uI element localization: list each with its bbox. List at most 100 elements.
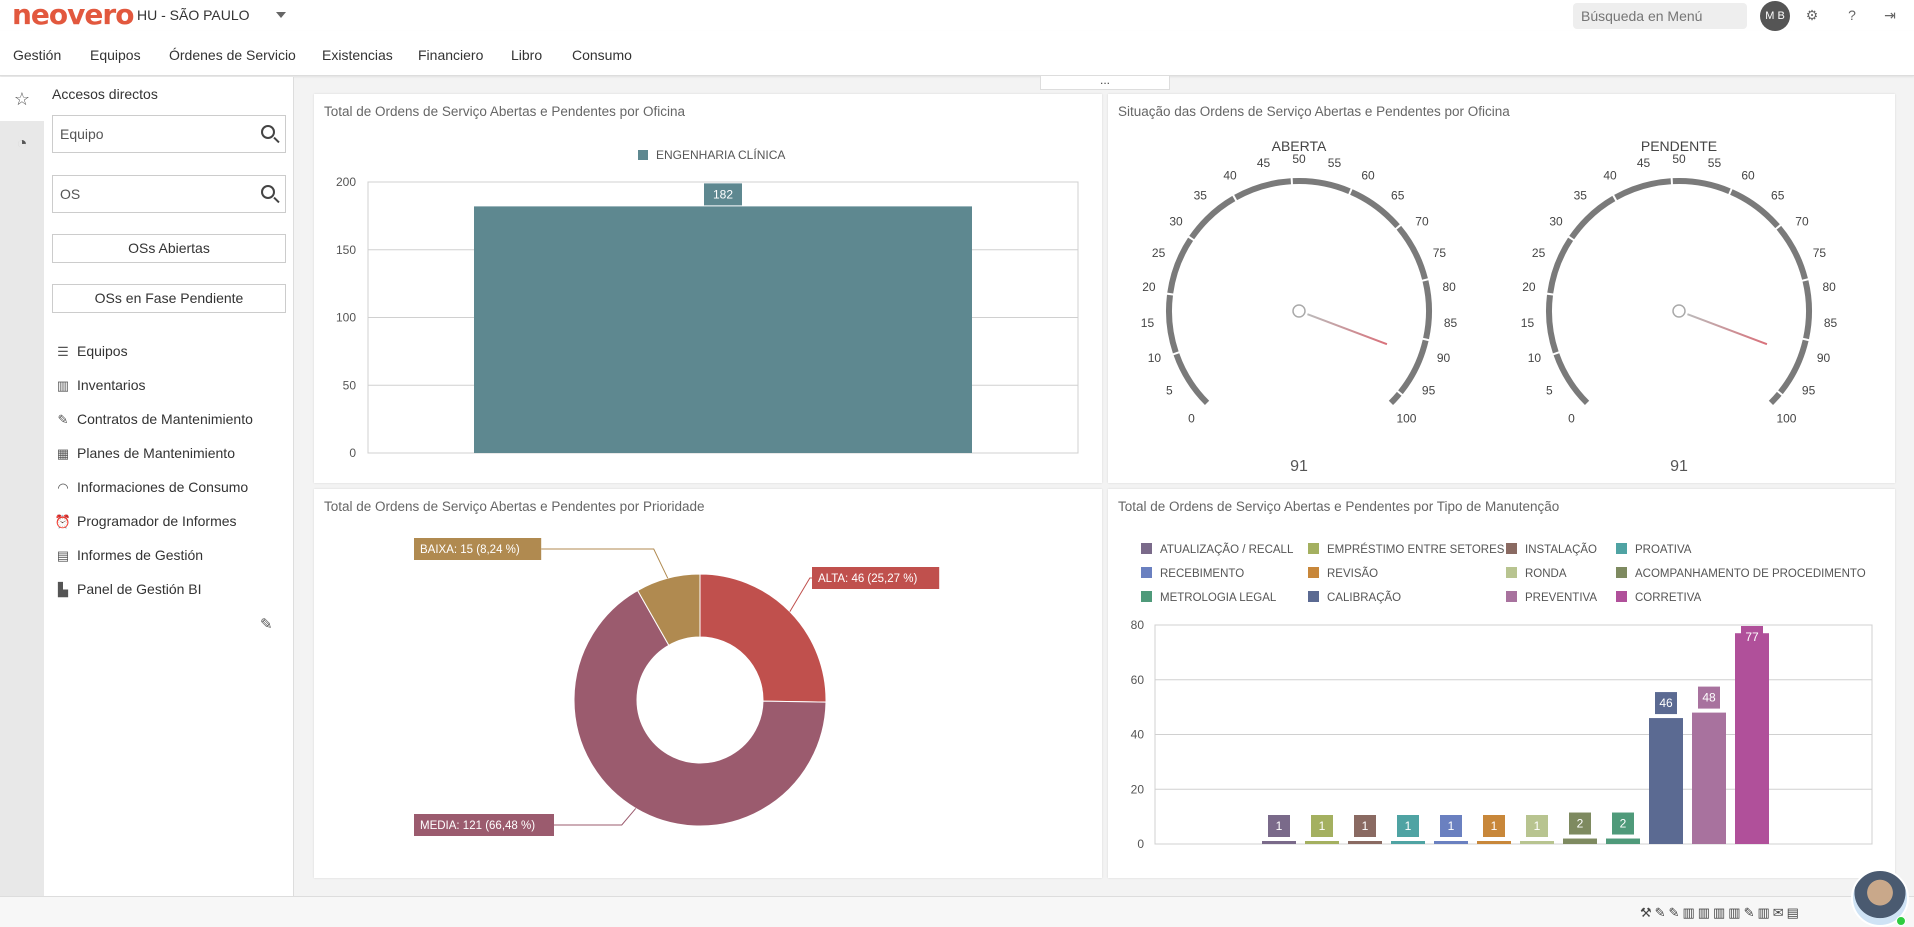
legend-label: RONDA — [1525, 568, 1567, 580]
data-label-box — [812, 567, 940, 589]
site-selector-label[interactable]: HU - SÃO PAULO — [137, 7, 250, 23]
open-orders-button[interactable]: OSs Abiertas — [52, 234, 286, 263]
calendar-icon: ▦ — [56, 446, 70, 461]
legend-label: RECEBIMENTO — [1160, 568, 1244, 580]
menu-search-input[interactable] — [1573, 3, 1747, 29]
legend-label: PROATIVA — [1635, 544, 1692, 556]
data-label-box — [1354, 815, 1376, 837]
legend-label: CORRETIVA — [1635, 592, 1702, 604]
bar-chart-oficina: 0 50 100 150 200 182 ENGENHARIA CLÍNICA — [336, 147, 1079, 460]
os-search-field[interactable]: OS — [52, 175, 286, 213]
menu-consumo[interactable]: Consumo — [572, 47, 632, 63]
gauge-title: ABERTA — [1272, 138, 1327, 154]
data-label: 1 — [1319, 819, 1326, 833]
legend-swatch — [638, 150, 648, 160]
bar — [1434, 841, 1468, 844]
data-label-box — [1440, 815, 1462, 837]
gauge-tick-label: 90 — [1437, 351, 1451, 365]
sidebar-item-panel-bi[interactable]: ▙ Panel de Gestión BI — [54, 579, 202, 599]
drag-handle[interactable]: ... — [1040, 74, 1170, 90]
menu-ordenes-de-servicio[interactable]: Órdenes de Servicio — [169, 47, 296, 63]
footer-toolbar-icons[interactable]: ⚒✎✎▥▥▥▥✎▥✉▤ — [1640, 905, 1802, 920]
chevron-down-icon[interactable] — [276, 12, 286, 18]
sidebar-item-inventarios[interactable]: ▥ Inventarios — [54, 375, 146, 395]
menu-equipos[interactable]: Equipos — [90, 47, 141, 63]
menu-gestion[interactable]: Gestión — [13, 47, 62, 63]
menu-existencias[interactable]: Existencias — [322, 47, 393, 63]
gauge-tick-label: 0 — [1568, 411, 1575, 425]
gauge-tick-label: 85 — [1824, 316, 1838, 330]
chart-icon: ▙ — [58, 582, 68, 597]
gauge-tick-label: 55 — [1328, 156, 1342, 170]
data-label: 77 — [1745, 630, 1759, 644]
alarm-icon: ⏰ — [54, 514, 72, 529]
y-tick-label: 50 — [343, 378, 357, 392]
donut-chart: ALTA: 46 (25,27 %) MEDIA: 121 (66,48 %) BA… — [414, 538, 940, 836]
bar — [1649, 718, 1683, 844]
gauge-tick-label: 80 — [1822, 280, 1836, 294]
sidebar-item-consumo[interactable]: ◠ Informaciones de Consumo — [54, 477, 248, 497]
sidebar-item-label: Planes de Mantenimiento — [77, 445, 235, 461]
data-label-box — [414, 814, 554, 836]
y-tick-label: 60 — [1131, 673, 1145, 687]
gauge-tick-label: 45 — [1257, 156, 1271, 170]
sidebar-item-label: Contratos de Mantenimiento — [77, 411, 253, 427]
legend-swatch — [1308, 591, 1319, 602]
sidebar-item-planes[interactable]: ▦ Planes de Mantenimiento — [54, 443, 235, 463]
search-icon[interactable] — [261, 185, 275, 199]
gauge-tick-label: 0 — [1188, 411, 1195, 425]
equipo-search-field[interactable]: Equipo — [52, 115, 286, 153]
y-tick-label: 100 — [336, 311, 356, 325]
search-icon[interactable] — [261, 125, 275, 139]
gauge-tick-label: 15 — [1141, 316, 1155, 330]
donut-slice — [573, 589, 827, 827]
gauge-tick-label: 35 — [1574, 188, 1588, 202]
bar — [1262, 841, 1296, 844]
sidebar-item-contratos[interactable]: ✎ Contratos de Mantenimiento — [54, 409, 253, 429]
bar — [1692, 712, 1726, 844]
gauge-tick-label: 50 — [1292, 152, 1306, 166]
dashboard-icon[interactable]: ◔ — [16, 133, 28, 153]
data-label-box — [1698, 686, 1720, 709]
gauge-tick-label: 60 — [1361, 169, 1375, 183]
bar — [1477, 841, 1511, 844]
y-tick-label: 200 — [336, 175, 356, 189]
sidebar-item-label: Programador de Informes — [77, 513, 237, 529]
data-label-box — [1268, 815, 1290, 837]
panel-oficina: Total de Ordens de Serviço Abertas e Pen… — [314, 94, 1102, 483]
leader-line — [789, 577, 812, 612]
data-label: 2 — [1577, 817, 1584, 831]
gauge-tick-label: 85 — [1444, 316, 1458, 330]
gauge-title: PENDENTE — [1641, 138, 1717, 154]
legend-swatch — [1308, 567, 1319, 578]
gauge-needle — [1307, 313, 1388, 346]
panel-title: Total de Ordens de Serviço Abertas e Pen… — [324, 104, 685, 119]
data-label: 48 — [1702, 691, 1716, 705]
main-menu: Gestión Equipos Órdenes de Servicio Exis… — [0, 31, 1914, 76]
menu-libro[interactable]: Libro — [511, 47, 543, 63]
sidebar-item-programador[interactable]: ⏰ Programador de Informes — [54, 511, 237, 531]
sidebar-item-equipos[interactable]: ☰ Equipos — [54, 341, 127, 361]
data-label-box — [1397, 815, 1419, 837]
sidebar-item-informes[interactable]: ▤ Informes de Gestión — [54, 545, 203, 565]
logout-icon[interactable]: ⇥ — [1884, 7, 1896, 23]
edit-icon[interactable]: ✎ — [260, 616, 273, 633]
pending-orders-button[interactable]: OSs en Fase Pendiente — [52, 284, 286, 313]
gear-icon[interactable]: ⚙ — [1805, 7, 1819, 23]
equipo-placeholder: Equipo — [60, 126, 104, 142]
help-icon[interactable]: ? — [1848, 7, 1856, 23]
legend-label: CALIBRAÇÃO — [1327, 591, 1401, 604]
menu-financiero[interactable]: Financiero — [418, 47, 484, 63]
data-label-box — [1483, 815, 1505, 837]
gauge-tick-label: 30 — [1549, 215, 1563, 229]
gauge-value: 91 — [1290, 458, 1308, 475]
data-label: 1 — [1448, 819, 1455, 833]
legend-label: PREVENTIVA — [1525, 592, 1597, 604]
gauge-tick-label: 45 — [1637, 156, 1651, 170]
legend-swatch — [1141, 591, 1152, 602]
user-avatar[interactable]: M B — [1760, 1, 1790, 31]
leader-line — [554, 808, 637, 826]
app-logo[interactable]: neovero — [12, 0, 134, 31]
star-icon[interactable]: ☆ — [0, 77, 44, 121]
